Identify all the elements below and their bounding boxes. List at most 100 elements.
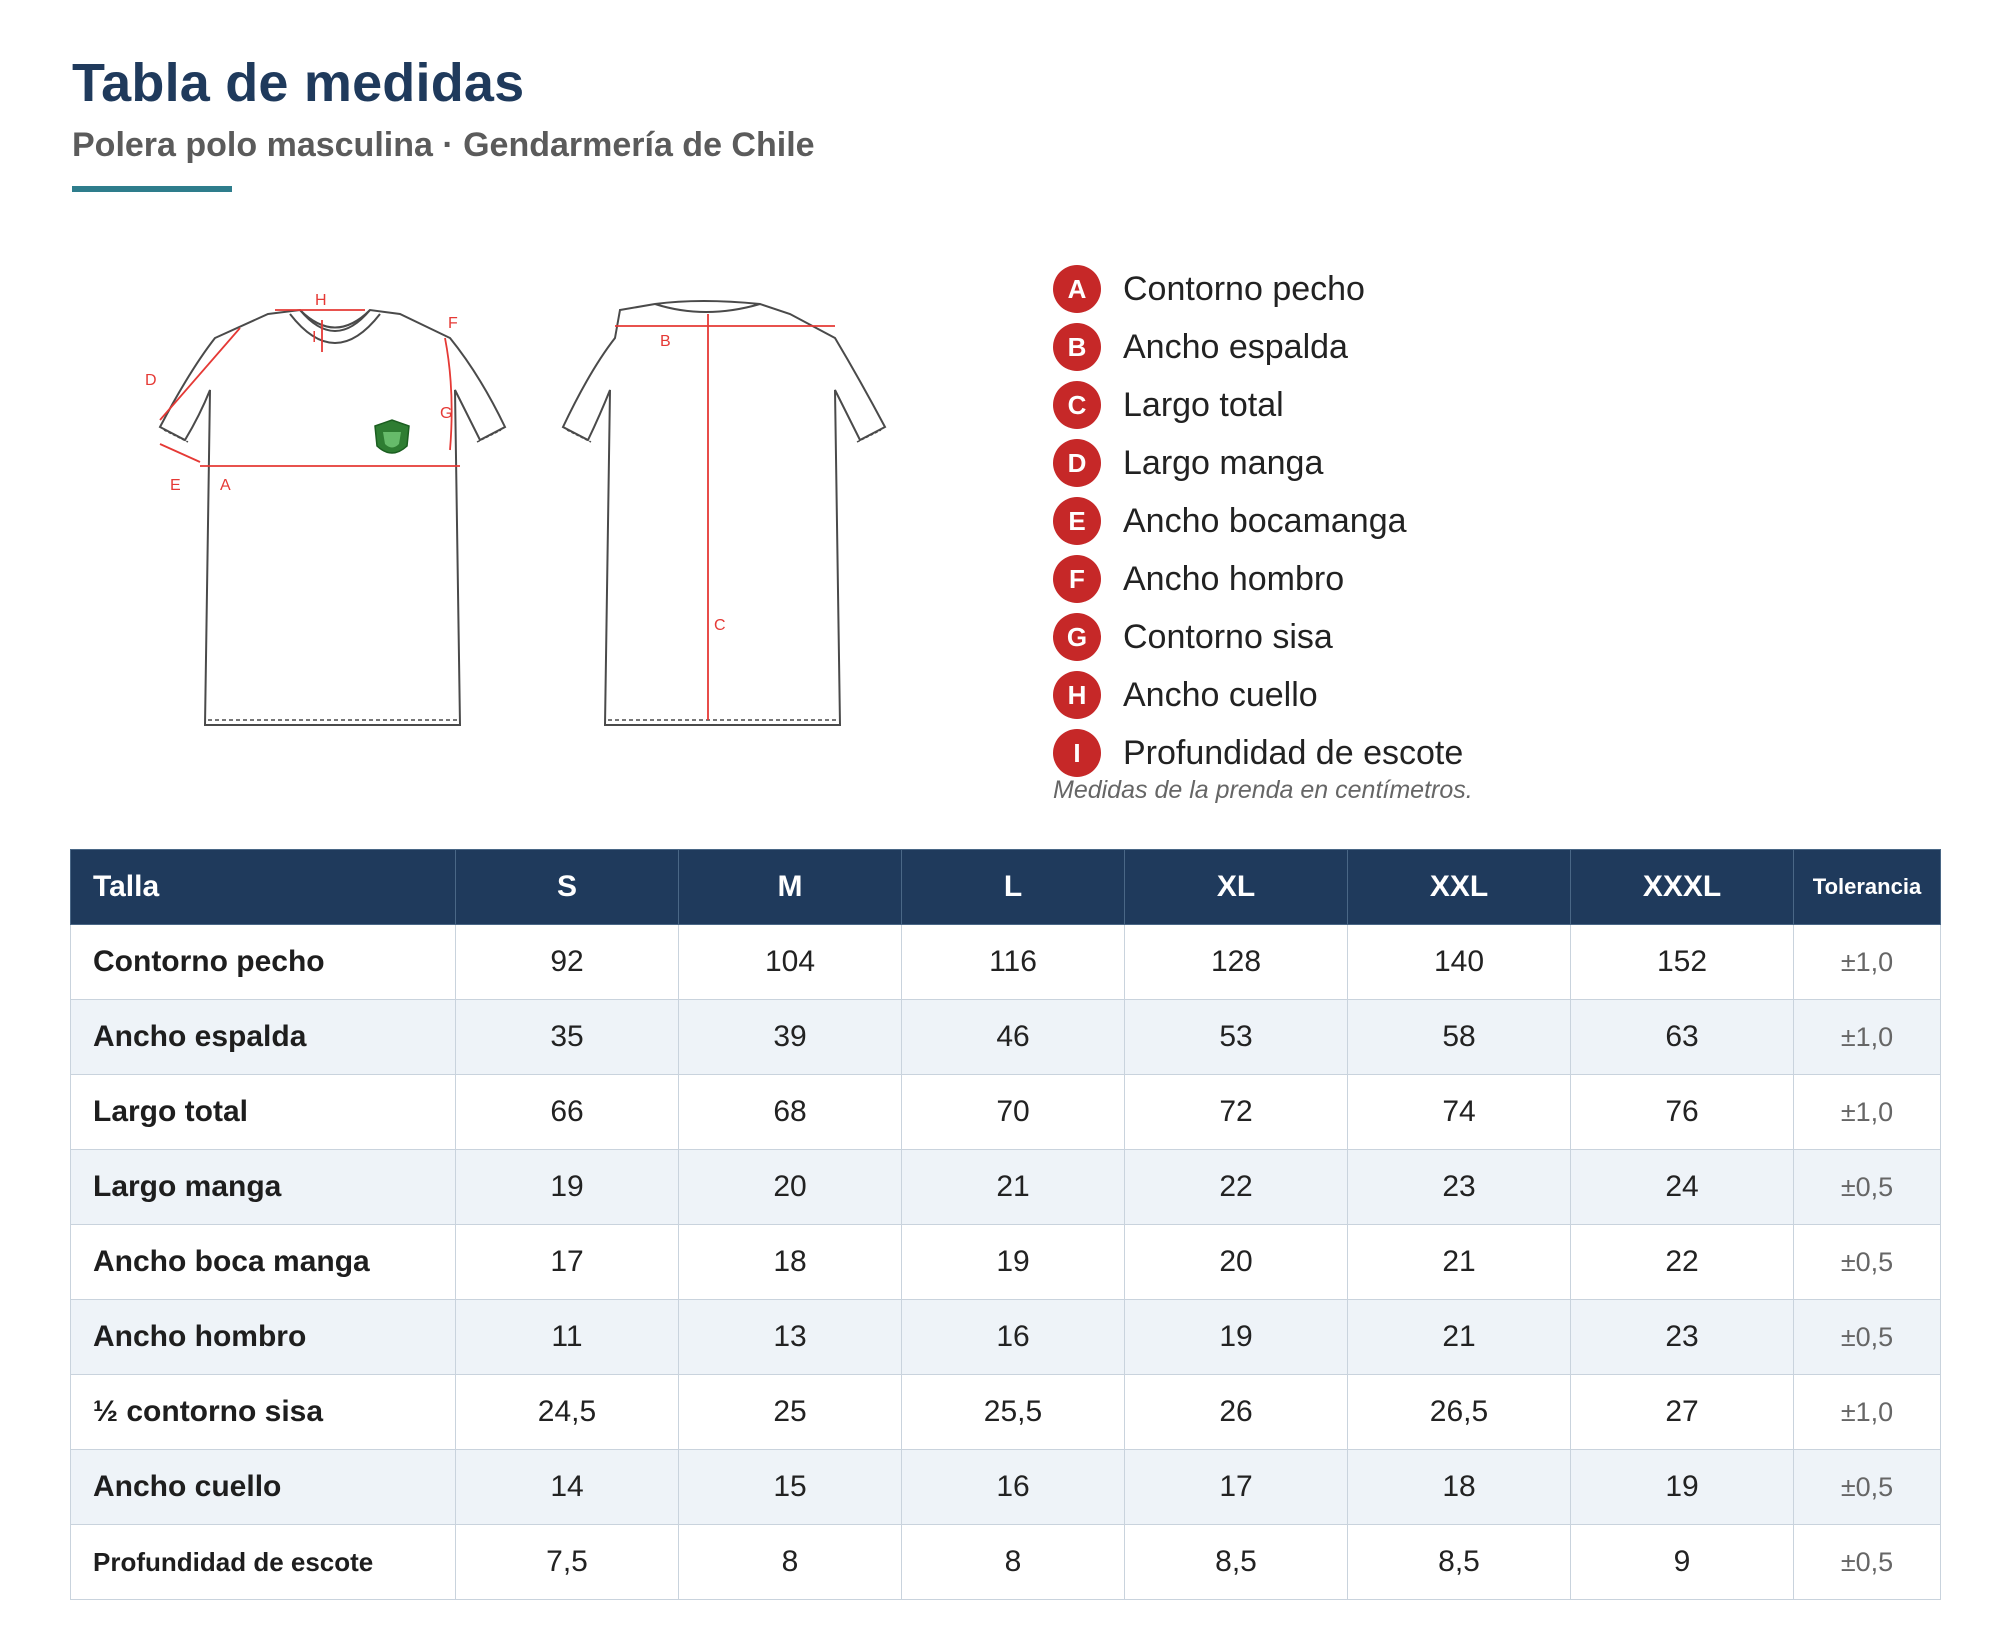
legend-label: Ancho hombro [1123,559,1345,598]
table-cell: 128 [1124,924,1348,1000]
table-cell: 8,5 [1347,1524,1571,1600]
table-cell: 18 [1347,1449,1571,1525]
row-label: Largo total [70,1074,456,1150]
column-header-l: L [901,849,1125,925]
table-cell: 16 [901,1299,1125,1375]
row-label: Ancho cuello [70,1449,456,1525]
row-label: Profundidad de escote [70,1524,456,1600]
letter-badge: D [1053,439,1101,487]
legend-label: Ancho bocamanga [1123,501,1407,540]
legend-item-h: H Ancho cuello [1053,666,1753,724]
table-cell: 8 [901,1524,1125,1600]
legend-item-a: A Contorno pecho [1053,260,1753,318]
legend-label: Ancho cuello [1123,675,1318,714]
table-cell: 21 [1347,1299,1571,1375]
table-cell: 14 [455,1449,679,1525]
table-cell: 116 [901,924,1125,1000]
letter-badge: E [1053,497,1101,545]
table-cell: 68 [678,1074,902,1150]
table-cell: 46 [901,999,1125,1075]
table-cell: 66 [455,1074,679,1150]
table-cell: 15 [678,1449,902,1525]
badge-emblem-icon [374,419,410,454]
measurement-legend: A Contorno pecho B Ancho espalda C Largo to… [1053,260,1753,782]
row-label: Ancho hombro [70,1299,456,1375]
tolerance-cell: ±1,0 [1793,999,1941,1075]
legend-label: Profundidad de escote [1123,733,1464,772]
letter-badge: G [1053,613,1101,661]
front-measure-lines [159,309,460,467]
table-cell: 22 [1124,1149,1348,1225]
table-cell: 19 [1570,1449,1794,1525]
legend-item-i: I Profundidad de escote [1053,724,1753,782]
table-cell: 58 [1347,999,1571,1075]
garment-diagram: H I D E A F G B C [145,292,887,726]
page-title: Tabla de medidas [72,53,525,113]
letter-badge: C [1053,381,1101,429]
letter-g: G [440,405,452,422]
table-cell: 17 [455,1224,679,1300]
legend-label: Ancho espalda [1123,327,1348,366]
table-cell: 24,5 [455,1374,679,1450]
legend-item-g: G Contorno sisa [1053,608,1753,666]
letter-i: I [312,329,316,346]
tolerance-cell: ±0,5 [1793,1449,1941,1525]
row-label: ½ contorno sisa [70,1374,456,1450]
column-header-xl: XL [1124,849,1348,925]
table-cell: 92 [455,924,679,1000]
tolerance-cell: ±1,0 [1793,1374,1941,1450]
row-label: Largo manga [70,1149,456,1225]
table-cell: 25 [678,1374,902,1450]
column-header-tolerancia: Tolerancia [1793,849,1941,925]
table-cell: 39 [678,999,902,1075]
letter-e: E [170,477,181,494]
letter-badge: H [1053,671,1101,719]
column-header-talla: Talla [70,849,456,925]
table-cell: 70 [901,1074,1125,1150]
letter-badge: F [1053,555,1101,603]
column-header-xxl: XXL [1347,849,1571,925]
size-table: Talla S M L XL XXL XXXL Tolerancia Conto… [70,849,1941,1600]
letter-h: H [315,292,327,309]
table-row: Largo total 66 68 70 72 74 76 ±1,0 [70,1074,1941,1150]
shirt-front [158,308,507,726]
table-cell: 19 [901,1224,1125,1300]
table-cell: 72 [1124,1074,1348,1150]
tolerance-cell: ±1,0 [1793,1074,1941,1150]
table-cell: 8,5 [1124,1524,1348,1600]
table-row: Contorno pecho 92 104 116 128 140 152 ±1… [70,924,1941,1000]
shirt-back [561,300,887,726]
tolerance-cell: ±0,5 [1793,1524,1941,1600]
table-cell: 22 [1570,1224,1794,1300]
letter-f: F [448,315,458,332]
tolerance-cell: ±0,5 [1793,1299,1941,1375]
letter-badge: B [1053,323,1101,371]
table-cell: 27 [1570,1374,1794,1450]
table-header-row: Talla S M L XL XXL XXXL Tolerancia [70,849,1941,925]
table-row: ½ contorno sisa 24,5 25 25,5 26 26,5 27 … [70,1374,1941,1450]
table-cell: 7,5 [455,1524,679,1600]
table-cell: 26 [1124,1374,1348,1450]
page-subtitle: Polera polo masculina · Gendarmería de C… [72,126,815,164]
table-cell: 23 [1570,1299,1794,1375]
row-label: Ancho espalda [70,999,456,1075]
table-cell: 23 [1347,1149,1571,1225]
table-cell: 9 [1570,1524,1794,1600]
table-cell: 152 [1570,924,1794,1000]
legend-item-c: C Largo total [1053,376,1753,434]
legend-label: Contorno pecho [1123,269,1365,308]
column-header-xxxl: XXXL [1570,849,1794,925]
table-cell: 18 [678,1224,902,1300]
legend-label: Contorno sisa [1123,617,1333,656]
letter-badge: I [1053,729,1101,777]
table-cell: 20 [678,1149,902,1225]
table-row: Ancho boca manga 17 18 19 20 21 22 ±0,5 [70,1224,1941,1300]
table-cell: 35 [455,999,679,1075]
table-cell: 76 [1570,1074,1794,1150]
column-header-m: M [678,849,902,925]
letter-a: A [220,477,231,494]
legend-label: Largo manga [1123,443,1324,482]
back-measure-lines [615,314,835,720]
table-cell: 63 [1570,999,1794,1075]
tolerance-cell: ±0,5 [1793,1149,1941,1225]
